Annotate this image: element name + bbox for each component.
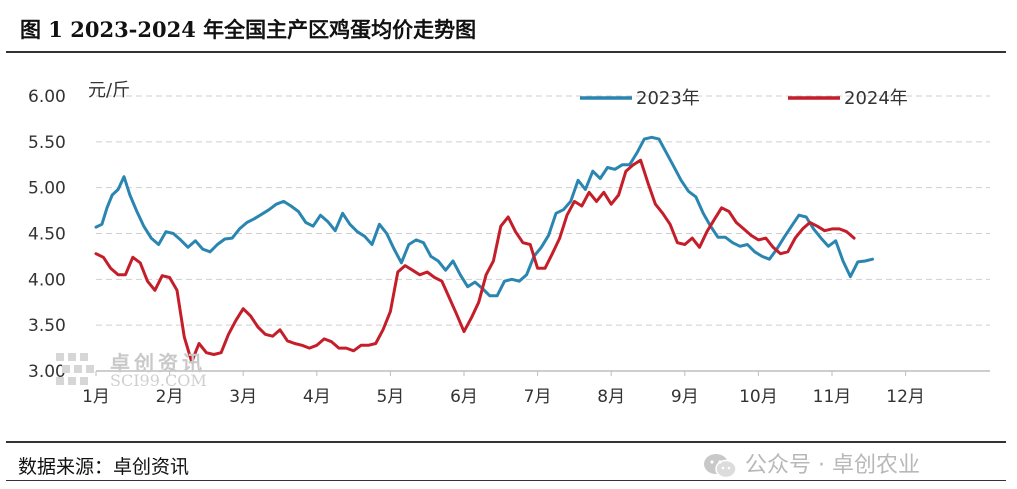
top-rule [6, 51, 1006, 53]
x-tick-label: 10月 [739, 387, 778, 407]
grid-lines [96, 95, 990, 326]
series-lines [94, 135, 874, 364]
footer-rule [6, 480, 1006, 481]
x-tick-label: 2月 [156, 387, 184, 407]
x-tick-label: 1月 [82, 387, 110, 407]
wechat-account: 公众号 · 卓创农业 [703, 447, 920, 479]
y-axis-label: 元/斤 [88, 80, 130, 101]
x-tick-label: 7月 [524, 387, 552, 407]
series-line-1 [94, 135, 874, 298]
wechat-account-text: 公众号 · 卓创农业 [745, 453, 920, 478]
legend: 2023年 2024年 [580, 88, 908, 109]
x-axis [95, 370, 990, 376]
x-tick-label: 3月 [229, 387, 257, 407]
y-tick-label: 4.50 [28, 225, 66, 245]
x-tick-label: 6月 [450, 387, 478, 407]
legend-label-1: 2023年 [636, 88, 700, 109]
line-chart: 3.003.504.004.505.005.506.00 1月 2月 3月 4月 5月 6… [28, 80, 990, 407]
y-tick-label: 5.00 [28, 179, 66, 199]
watermark-en: SCI99.COM [110, 371, 207, 390]
y-tick-label: 6.00 [28, 87, 66, 107]
x-tick-label: 5月 [376, 387, 404, 407]
y-tick-labels: 3.003.504.004.505.005.506.00 [28, 87, 66, 382]
x-tick-label: 11月 [813, 387, 852, 407]
x-tick-labels: 1月 2月 3月 4月 5月 6月 7月 8月 9月 10月 11月 12月 [82, 387, 925, 407]
watermark: 卓创资讯 SCI99.COM [54, 347, 244, 395]
y-tick-label: 4.00 [28, 270, 66, 290]
wechat-icon [704, 454, 737, 479]
data-source: 数据来源：卓创资讯 [18, 456, 190, 478]
bottom-rule [6, 441, 1006, 443]
y-tick-label: 3.50 [28, 316, 66, 336]
x-tick-label: 12月 [886, 387, 925, 407]
y-tick-label: 5.50 [28, 133, 66, 153]
series-line-2 [94, 158, 856, 364]
chart-title: 图 1 2023-2024 年全国主产区鸡蛋均价走势图 [20, 17, 477, 42]
title-bar: 图 1 2023-2024 年全国主产区鸡蛋均价走势图 [0, 0, 1017, 52]
sci99-logo-icon [56, 353, 94, 385]
watermark-cn: 卓创资讯 [110, 351, 206, 375]
x-tick-label: 9月 [671, 387, 699, 407]
x-tick-label: 4月 [303, 387, 331, 407]
legend-label-2: 2024年 [844, 88, 908, 109]
x-tick-label: 8月 [597, 387, 625, 407]
